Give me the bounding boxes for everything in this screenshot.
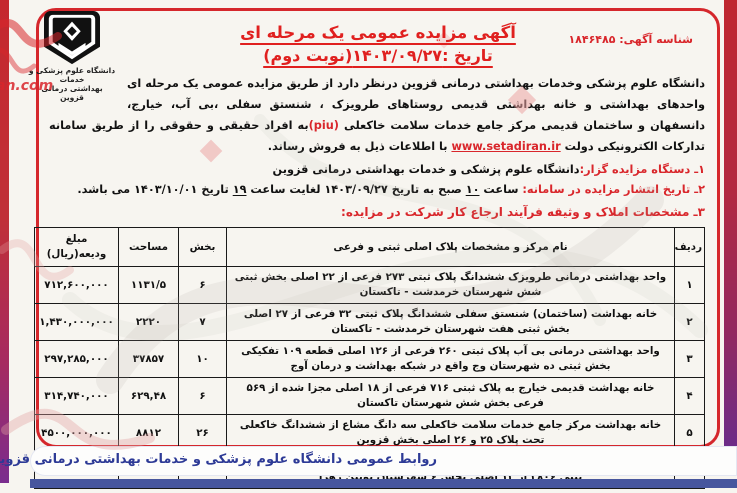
table-row: ۴ خانه بهداشت قدیمی خیارج به پلاک ثبتی ۷…	[34, 377, 705, 415]
left-edge-strip	[0, 0, 9, 483]
col-center-name: نام مرکز و مشخصات پلاک اصلی ثبتی و فرعی	[226, 227, 675, 267]
logo-caption: دانشگاه علوم پزشکی و خدمات	[28, 66, 116, 84]
intro-paragraph: دانشگاه علوم پزشکی وخدمات بهداشتی درمانی…	[49, 73, 705, 157]
logo-caption: بهداشتی درمانی	[41, 84, 103, 93]
right-edge-strip	[724, 0, 737, 470]
footer-banner: روابط عمومی دانشگاه علوم پزشکی و خدمات ب…	[0, 446, 737, 476]
notice-title: آگهی مزایده عمومی یک مرحله ای	[240, 23, 516, 42]
notice-date-subtitle: تاریخ :۱۴۰۳/۰۹/۲۷(نوبت دوم)	[263, 46, 493, 65]
logo-caption: قزوین	[60, 93, 84, 102]
col-district: بخش	[178, 227, 227, 267]
table-row: ۵ خانه بهداشت مرکز جامع خدمات سلامت خاکع…	[34, 414, 705, 452]
university-emblem-icon	[44, 10, 100, 65]
table-row: ۱ واحد بهداشتی درمانی طرویزک ششدانگ پلاک…	[34, 266, 705, 304]
item-1: ۱ـ دستگاه مزایده گزار:دانشگاه علوم پزشکی…	[272, 163, 705, 176]
piu-tag: (piu)	[308, 119, 339, 132]
item-2: ۲ـ تاریخ انتشار مزایده در سامانه: ساعت ۱…	[77, 183, 705, 196]
announcement-id: شناسه آگهی: ۱۸۴۶۴۸۵	[568, 33, 693, 46]
item-3: ۳ـ مشخصات املاک و وثیقه فرآیند ارجاع کار…	[341, 205, 705, 219]
notice-frame: شناسه آگهی: ۱۸۴۶۴۸۵ آگهی مزایده عمومی یک…	[34, 8, 720, 489]
university-logo: دانشگاه علوم پزشکی و خدمات بهداشتی درمان…	[24, 10, 120, 102]
col-deposit: مبلغ ودیعه(ریال)	[34, 227, 119, 267]
footer-blue-bar	[30, 479, 737, 488]
notice-body: دانشگاه علوم پزشکی وخدمات بهداشتی درمانی…	[34, 73, 705, 493]
footer-text: روابط عمومی دانشگاه علوم پزشکی و خدمات ب…	[0, 452, 437, 467]
col-area: مساحت	[118, 227, 179, 267]
table-row: ۳ واحد بهداشتی درمانی بی آب پلاک ثبتی ۲۶…	[34, 340, 705, 378]
table-header-row: ردیف نام مرکز و مشخصات پلاک اصلی ثبتی و …	[34, 227, 705, 267]
table-row: ۲ خانه بهداشت (ساختمان) شنستق سفلی ششدان…	[34, 303, 705, 341]
col-row-number: ردیف	[674, 227, 705, 267]
notice-title-block: آگهی مزایده عمومی یک مرحله ای تاریخ :۱۴۰…	[213, 23, 543, 69]
setadiran-link[interactable]: www.setadiran.ir	[451, 140, 561, 153]
